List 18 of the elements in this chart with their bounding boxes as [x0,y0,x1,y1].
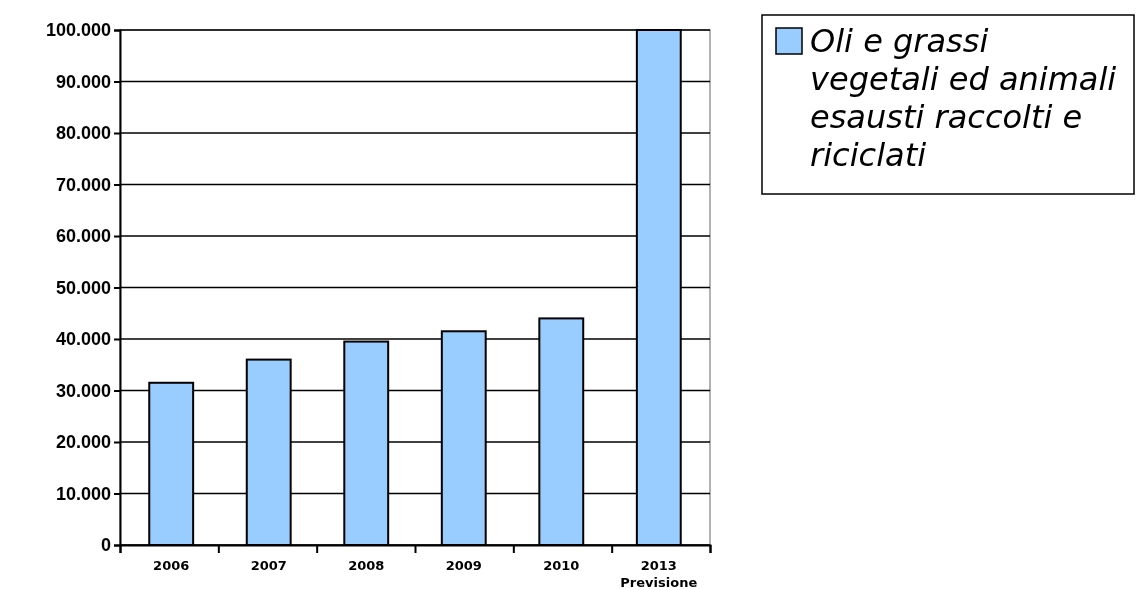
x-tick-label: 2010 [543,558,580,573]
x-tick-label: 2009 [445,558,482,573]
y-tick-label: 40.000 [55,329,111,350]
x-tick-label: 2013 Previsione [620,558,698,590]
x-tick-label: 2008 [348,558,385,573]
y-tick-label: 0 [100,535,111,556]
y-tick-label: 50.000 [55,277,111,298]
y-tick-label: 100.000 [45,20,111,41]
y-tick-label: 60.000 [55,226,111,247]
y-tick-label: 70.000 [55,174,111,195]
y-tick-label: 20.000 [55,432,111,453]
legend-label: Oli e grassi vegetali ed animali esausti raccolti e riciclati [810,22,1117,174]
x-tick-label: 2007 [250,558,287,573]
x-tick-label: 2006 [153,558,190,573]
y-tick-label: 90.000 [55,71,111,92]
y-tick-label: 80.000 [55,123,111,144]
y-tick-label: 10.000 [55,483,111,504]
y-tick-label: 30.000 [55,380,111,401]
